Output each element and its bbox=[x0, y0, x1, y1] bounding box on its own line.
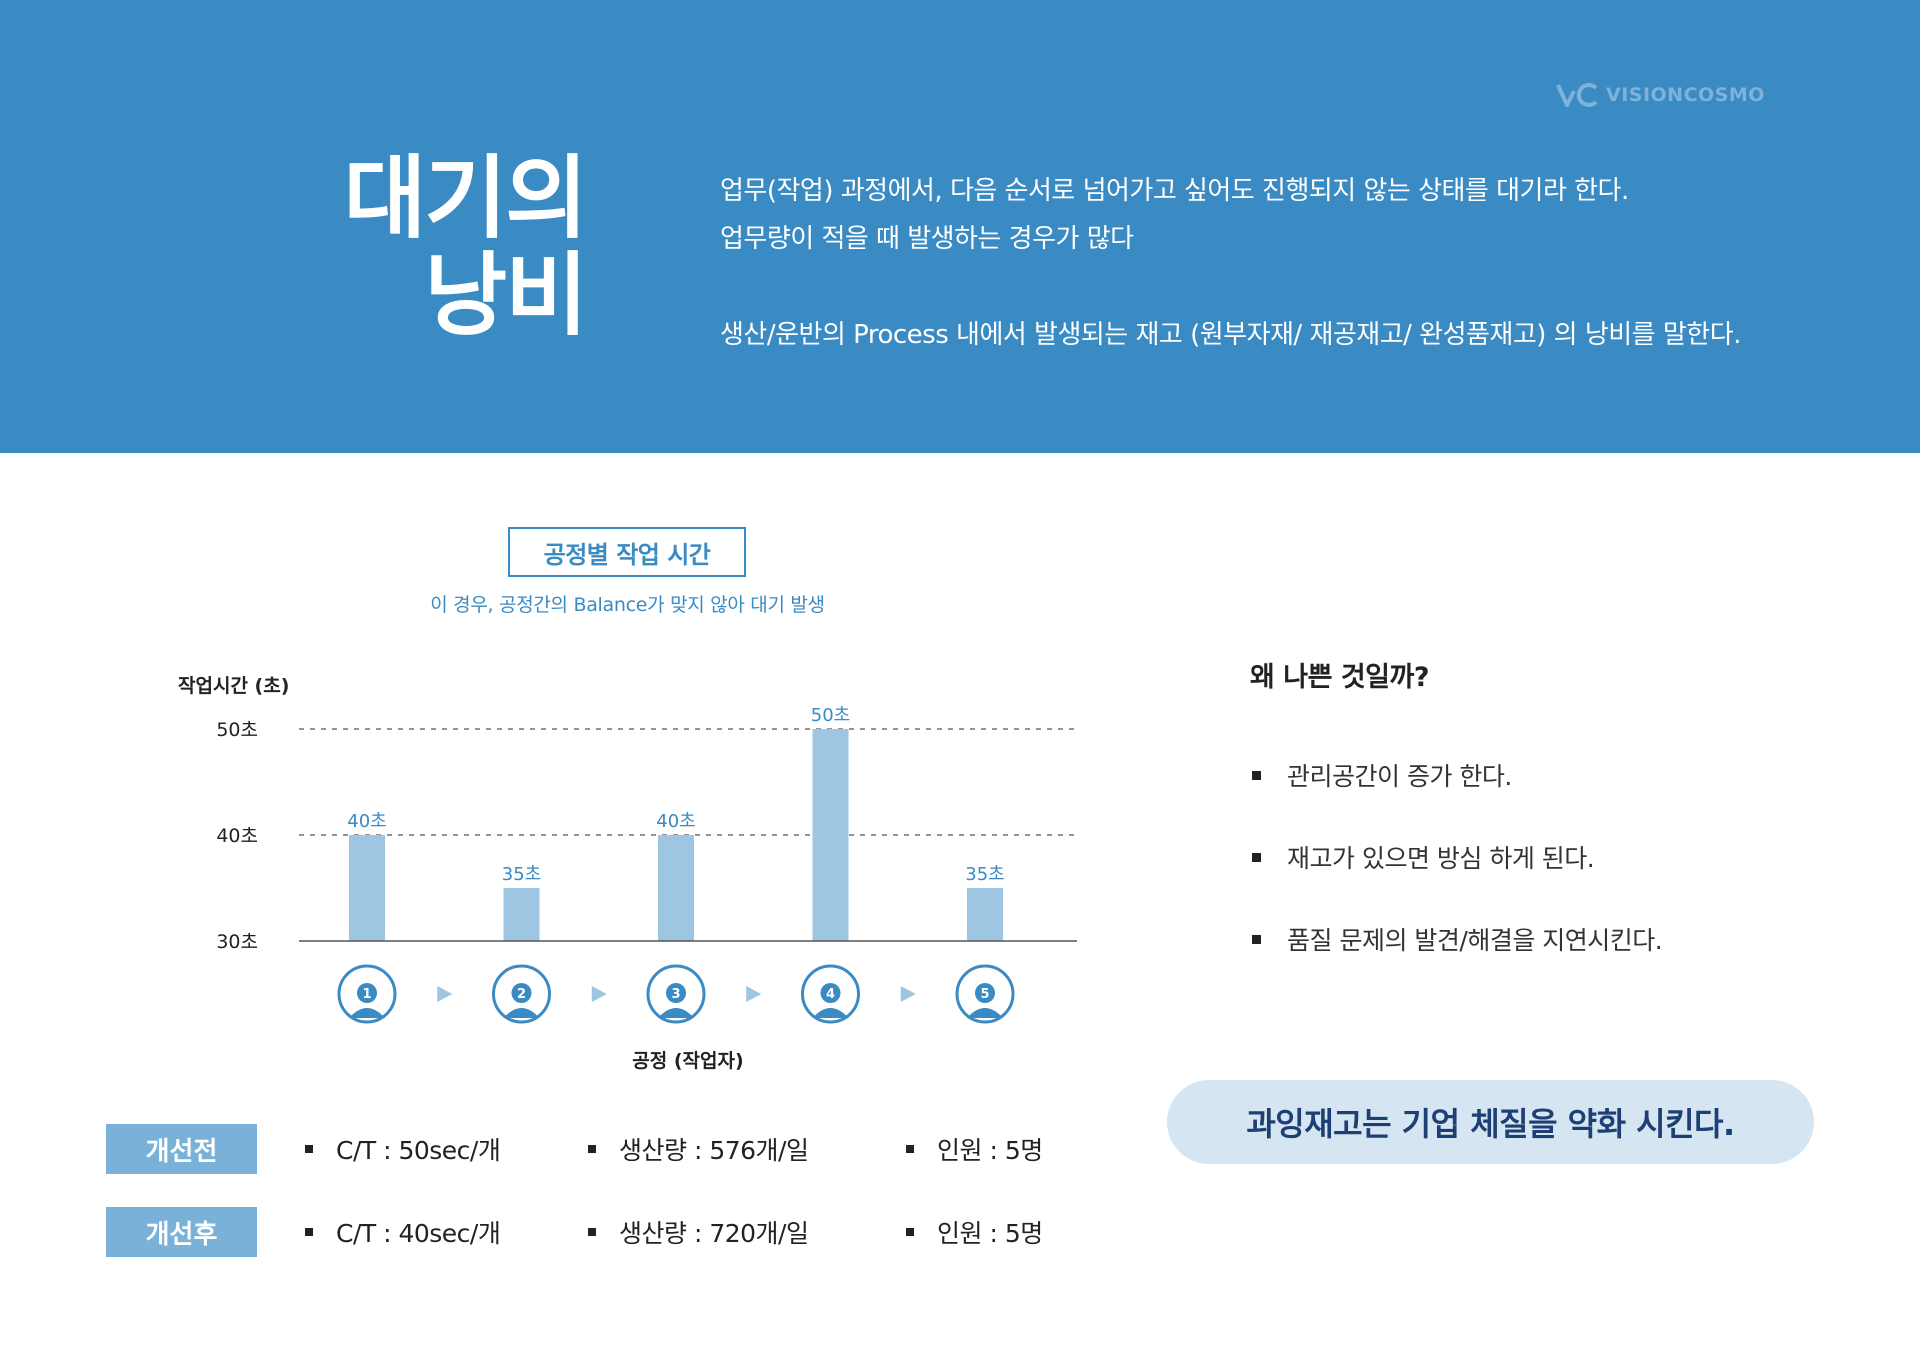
worker-number: 3 bbox=[671, 987, 680, 1002]
reason-item: 품질 문제의 발견/해결을 지연시킨다. bbox=[1252, 921, 1663, 957]
description-line-2: 업무량이 적을 때 발생하는 경우가 많다 bbox=[720, 224, 1134, 254]
triangle-right-icon bbox=[746, 986, 762, 1002]
bullet-square-icon bbox=[906, 1145, 914, 1153]
page-title: 대기의 낭비 bbox=[343, 146, 588, 348]
bullet-square-icon bbox=[1252, 934, 1261, 944]
after-staff: 인원 : 5명 bbox=[906, 1214, 1043, 1250]
reason-item: 재고가 있으면 방심 하게 된다. bbox=[1252, 839, 1595, 875]
description-line-3: 생산/운반의 Process 내에서 발생되는 재고 (원부자재/ 재공재고/ … bbox=[720, 320, 1741, 350]
bar bbox=[349, 835, 385, 941]
before-ct: C/T : 50sec/개 bbox=[305, 1131, 501, 1167]
y-tick-label: 30초 bbox=[216, 931, 258, 953]
stat-text: C/T : 40sec/개 bbox=[336, 1219, 501, 1248]
worker-head bbox=[357, 983, 377, 1003]
description-line-1: 업무(작업) 과정에서, 다음 순서로 넘어가고 싶어도 진행되지 않는 상태를… bbox=[720, 176, 1629, 206]
after-output: 생산량 : 720개/일 bbox=[588, 1214, 809, 1250]
reason-text: 품질 문제의 발견/해결을 지연시킨다. bbox=[1287, 926, 1663, 955]
stat-text: 생산량 : 720개/일 bbox=[619, 1219, 809, 1248]
stat-text: 생산량 : 576개/일 bbox=[619, 1136, 809, 1165]
worker-head bbox=[511, 983, 532, 1003]
worker-number: 2 bbox=[517, 987, 526, 1002]
bullet-square-icon bbox=[588, 1228, 596, 1236]
worker-number: 4 bbox=[826, 987, 835, 1002]
stat-text: C/T : 50sec/개 bbox=[336, 1136, 501, 1165]
bar-data-label: 40초 bbox=[656, 811, 695, 832]
worker-shoulders bbox=[658, 1008, 694, 1018]
bullet-square-icon bbox=[1252, 770, 1261, 780]
bar bbox=[658, 835, 694, 941]
bar bbox=[967, 888, 1003, 941]
reason-text: 관리공간이 증가 한다. bbox=[1287, 762, 1512, 791]
worker-head bbox=[975, 983, 995, 1003]
bullet-square-icon bbox=[906, 1228, 914, 1236]
worker-shoulders bbox=[967, 1008, 1003, 1018]
worker-shoulders bbox=[349, 1008, 385, 1018]
x-axis-title: 공정 (작업자) bbox=[632, 1050, 743, 1072]
callout-banner: 과잉재고는 기업 체질을 약화 시킨다. bbox=[1167, 1080, 1814, 1164]
after-ct: C/T : 40sec/개 bbox=[305, 1214, 501, 1250]
title-line-2: 낭비 bbox=[424, 243, 588, 348]
after-tag: 개선후 bbox=[106, 1207, 257, 1257]
y-tick-label: 40초 bbox=[216, 825, 258, 847]
reason-text: 재고가 있으면 방심 하게 된다. bbox=[1287, 844, 1595, 873]
triangle-right-icon bbox=[437, 986, 453, 1002]
worker-shoulders bbox=[503, 1008, 540, 1018]
before-tag: 개선전 bbox=[106, 1124, 257, 1174]
bar-data-label: 35초 bbox=[965, 864, 1004, 885]
triangle-right-icon bbox=[900, 986, 916, 1002]
worker-number: 1 bbox=[362, 987, 371, 1002]
y-axis-title: 작업시간 (초) bbox=[178, 675, 289, 697]
chart-subtitle: 이 경우, 공정간의 Balance가 맞지 않아 대기 발생 bbox=[430, 594, 825, 616]
bar-data-label: 40초 bbox=[347, 811, 386, 832]
header-banner: VISIONCOSMO 대기의 낭비 업무(작업) 과정에서, 다음 순서로 넘… bbox=[0, 0, 1920, 453]
reason-item: 관리공간이 증가 한다. bbox=[1252, 757, 1512, 793]
brand-logo: VISIONCOSMO bbox=[1556, 80, 1765, 110]
worker-head bbox=[666, 983, 686, 1003]
worker-shoulders bbox=[812, 1008, 849, 1018]
bar bbox=[812, 729, 849, 941]
before-output: 생산량 : 576개/일 bbox=[588, 1131, 809, 1167]
bar-data-label: 50초 bbox=[811, 705, 850, 726]
bar-data-label: 35초 bbox=[502, 864, 541, 885]
before-staff: 인원 : 5명 bbox=[906, 1131, 1043, 1167]
vc-logo-icon bbox=[1556, 83, 1598, 107]
chart-title: 공정별 작업 시간 bbox=[508, 527, 746, 577]
stat-text: 인원 : 5명 bbox=[937, 1136, 1043, 1165]
y-tick-label: 50초 bbox=[216, 719, 258, 741]
bullet-square-icon bbox=[588, 1145, 596, 1153]
bullet-square-icon bbox=[305, 1145, 313, 1153]
bar bbox=[503, 888, 540, 941]
bullet-square-icon bbox=[1252, 852, 1261, 862]
worker-number: 5 bbox=[980, 987, 989, 1002]
triangle-right-icon bbox=[591, 986, 607, 1002]
worker-head bbox=[820, 983, 841, 1003]
bullet-square-icon bbox=[305, 1228, 313, 1236]
logo-text: VISIONCOSMO bbox=[1606, 84, 1765, 106]
work-time-chart: 작업시간 (초) 30초 40초 50초 40초 35초 40초 50초 35초 1 2 3 4 5 공정 … bbox=[178, 675, 1077, 1072]
why-heading: 왜 나쁜 것일까? bbox=[1250, 662, 1430, 693]
title-line-1: 대기의 bbox=[343, 146, 588, 251]
stat-text: 인원 : 5명 bbox=[937, 1219, 1043, 1248]
